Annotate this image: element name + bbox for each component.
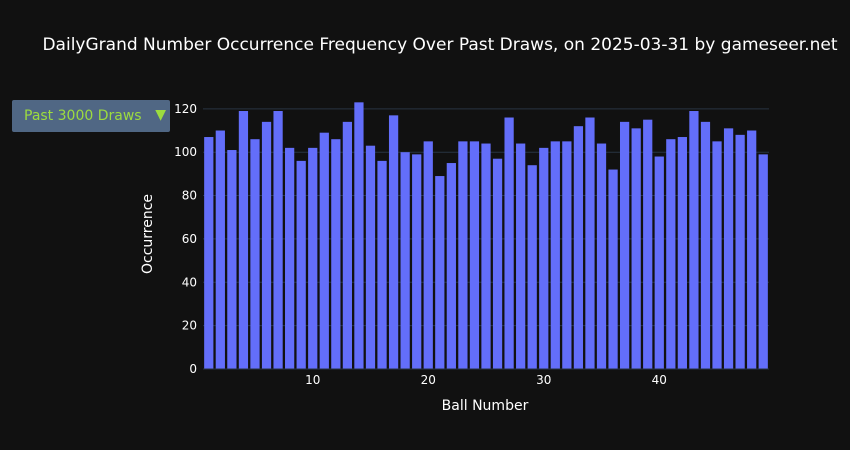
bar — [446, 163, 456, 369]
bar — [689, 111, 699, 370]
bar — [377, 160, 387, 369]
x-tick-label: 10 — [305, 373, 320, 387]
bar — [631, 128, 641, 369]
bar — [354, 102, 364, 369]
bar — [492, 158, 503, 369]
bar — [666, 139, 676, 369]
bar — [573, 126, 584, 370]
bar — [677, 137, 687, 369]
bar — [735, 134, 745, 369]
bar — [285, 147, 295, 369]
x-axis-label: Ball Number — [442, 398, 529, 414]
bar — [516, 143, 526, 369]
bar — [562, 141, 572, 369]
chart-title: DailyGrand Number Occurrence Frequency O… — [42, 35, 837, 55]
bar — [458, 141, 468, 369]
bar — [596, 143, 607, 369]
bar — [608, 169, 618, 369]
y-tick-label: 100 — [174, 145, 197, 159]
bar — [700, 121, 711, 370]
bar — [388, 115, 399, 370]
bar — [747, 130, 757, 369]
y-tick-label: 20 — [182, 319, 197, 333]
bar — [539, 147, 549, 369]
bar — [550, 141, 560, 369]
bar — [723, 128, 734, 369]
x-tick-label: 30 — [536, 373, 551, 387]
bar — [412, 154, 422, 369]
bar — [400, 152, 410, 369]
bar — [308, 147, 318, 369]
x-tick-label: 40 — [652, 373, 667, 387]
y-tick-label: 40 — [182, 275, 197, 289]
bar — [365, 145, 376, 369]
bar — [435, 176, 445, 369]
bars — [204, 102, 768, 370]
bar — [250, 139, 260, 369]
bar — [238, 111, 249, 370]
bar — [481, 143, 491, 369]
bar — [504, 117, 514, 370]
bar — [712, 141, 722, 369]
bar — [273, 111, 283, 370]
dropdown-selected-label: Past 3000 Draws — [24, 108, 142, 124]
bar — [204, 137, 214, 369]
draw-range-dropdown[interactable]: Past 3000 Draws ▼ — [12, 100, 170, 132]
bar — [423, 141, 433, 369]
bar — [319, 132, 329, 369]
axes: 0 20 40 60 80 100 120 10 20 30 40 — [174, 102, 769, 387]
bar — [619, 121, 630, 370]
bar — [331, 139, 341, 369]
bar — [469, 141, 480, 369]
y-tick-label: 80 — [182, 189, 197, 203]
bar — [654, 156, 664, 369]
bar — [758, 154, 768, 369]
bar — [261, 121, 272, 370]
y-tick-label: 60 — [182, 232, 197, 246]
y-tick-label: 0 — [189, 362, 197, 376]
bar — [296, 160, 306, 369]
bar — [215, 130, 225, 369]
bar — [342, 121, 353, 370]
bar — [527, 165, 537, 369]
bar — [227, 150, 237, 369]
y-tick-label: 120 — [174, 102, 197, 116]
x-tick-label: 20 — [421, 373, 436, 387]
y-axis-label: Occurrence — [140, 194, 156, 274]
bar — [585, 117, 595, 370]
triangle-down-icon: ▼ — [155, 107, 166, 123]
bar — [643, 119, 653, 370]
